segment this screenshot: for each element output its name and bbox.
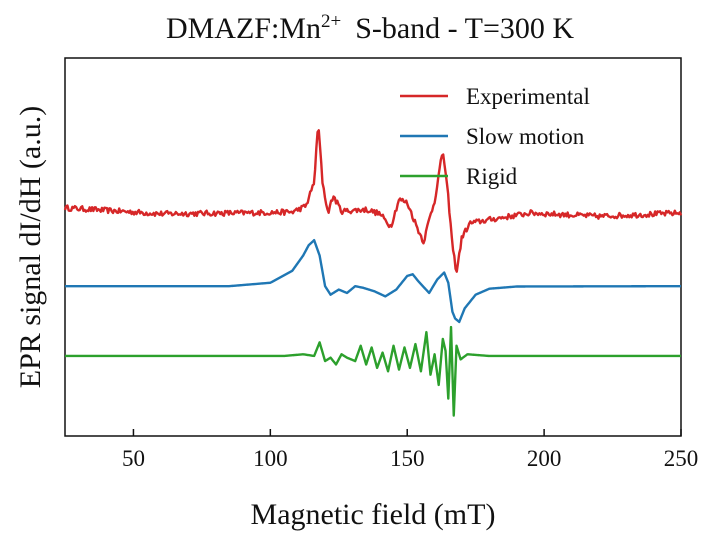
x-tick-label: 50 — [122, 446, 145, 471]
chart-title-superscript: 2+ — [321, 11, 341, 32]
legend: Experimental Slow motion Rigid — [400, 84, 590, 189]
series-line-experimental — [63, 129, 683, 273]
series-line-rigid — [64, 325, 682, 417]
x-tick-label: 150 — [390, 446, 425, 471]
chart-title-main: DMAZF:Mn — [166, 12, 321, 45]
x-tick-label: 200 — [527, 446, 562, 471]
legend-label-rigid: Rigid — [466, 164, 518, 189]
y-axis-label: EPR signal dI/dH (a.u.) — [14, 106, 47, 388]
x-axis-label: Magnetic field (mT) — [251, 498, 496, 531]
plot-frame — [64, 57, 682, 437]
x-tick-label: 250 — [664, 446, 699, 471]
series-line-slow-motion — [64, 238, 682, 324]
x-tick-label: 100 — [253, 446, 288, 471]
legend-label-experimental: Experimental — [466, 84, 590, 109]
x-axis-ticks: 50 100 150 200 250 — [122, 429, 698, 471]
series-group — [63, 129, 683, 417]
chart-title-rest: S-band - T=300 K — [355, 12, 574, 45]
legend-label-slow-motion: Slow motion — [466, 124, 585, 149]
chart-title: DMAZF:Mn2+ S-band - T=300 K — [166, 11, 574, 45]
